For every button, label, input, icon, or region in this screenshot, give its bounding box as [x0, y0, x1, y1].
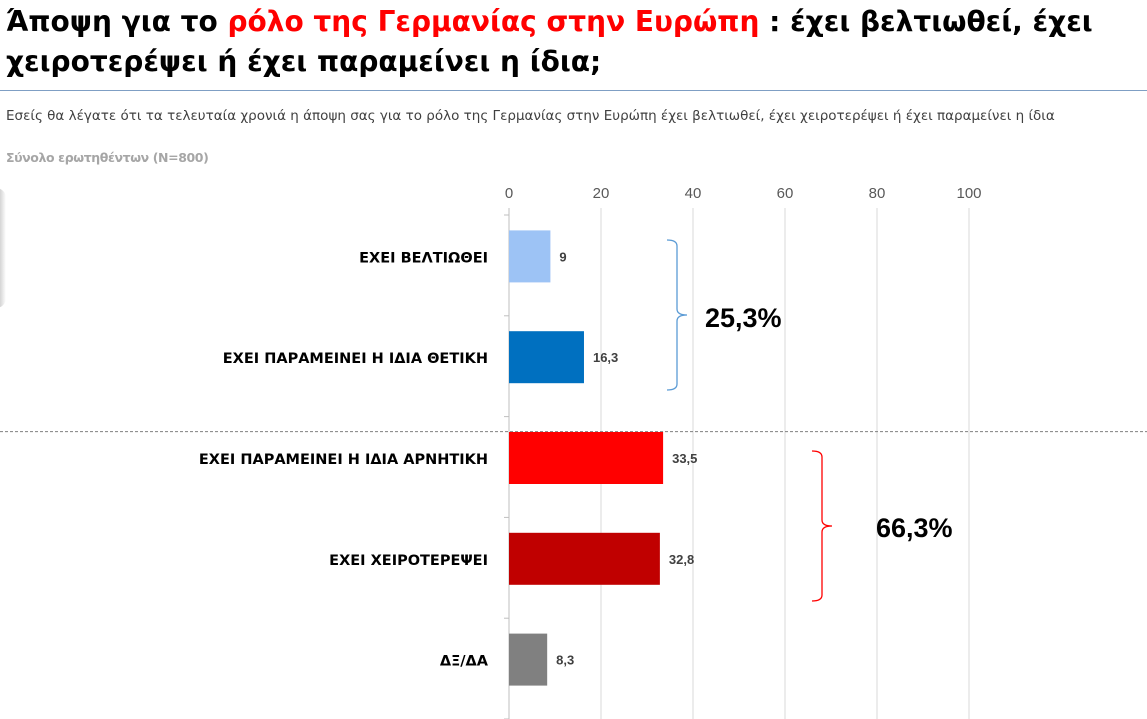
question-text: Εσείς θα λέγατε ότι τα τελευταία χρονιά … [6, 108, 1055, 124]
bar [509, 633, 548, 686]
value-label: 32,8 [669, 552, 694, 567]
title-part-1: Άποψη για το [6, 5, 228, 38]
bar [509, 331, 584, 384]
value-label: 9 [559, 249, 566, 264]
x-tick-label: 80 [869, 185, 886, 202]
category-label: ΕΧΕΙ ΒΕΛΤΙΩΘΕΙ [359, 250, 488, 266]
category-label: ΕΧΕΙ ΠΑΡΑΜΕΙΝΕΙ Η ΙΔΙΑ ΘΕΤΙΚΗ [223, 351, 488, 367]
group-bracket-positive [666, 239, 688, 391]
group-total-label: 25,3% [705, 303, 782, 333]
title-divider [0, 90, 1147, 91]
category-label: ΕΧΕΙ ΠΑΡΑΜΕΙΝΕΙ Η ΙΔΙΑ ΑΡΝΗΤΙΚΗ [199, 452, 488, 468]
x-tick-label: 0 [505, 185, 513, 202]
value-label: 33,5 [672, 451, 697, 466]
sample-base: Σύνολο ερωτηθέντων (N=800) [6, 150, 209, 165]
group-total-label: 66,3% [876, 513, 953, 543]
group-bracket-negative [811, 450, 833, 602]
title-highlight: ρόλο της Γερμανίας στην Ευρώπη [227, 5, 760, 38]
slide-shadow-decoration [0, 188, 6, 308]
bar [509, 230, 551, 283]
x-tick-label: 40 [685, 185, 702, 202]
bar [509, 432, 664, 484]
value-label: 8,3 [556, 653, 574, 668]
x-tick-label: 100 [956, 185, 981, 202]
title-part-2: : έχει βελτιωθεί, έχει χειροτερέψει ή έχ… [6, 5, 1093, 78]
x-tick-label: 20 [593, 185, 610, 202]
bar [509, 532, 660, 585]
category-label: ΕΧΕΙ ΧΕΙΡΟΤΕΡΕΨΕΙ [329, 553, 488, 569]
category-label: ΔΞ/ΔΑ [440, 654, 489, 670]
x-tick-label: 60 [777, 185, 794, 202]
page-title: Άποψη για το ρόλο της Γερμανίας στην Ευρ… [6, 2, 1136, 82]
value-label: 16,3 [593, 350, 618, 365]
